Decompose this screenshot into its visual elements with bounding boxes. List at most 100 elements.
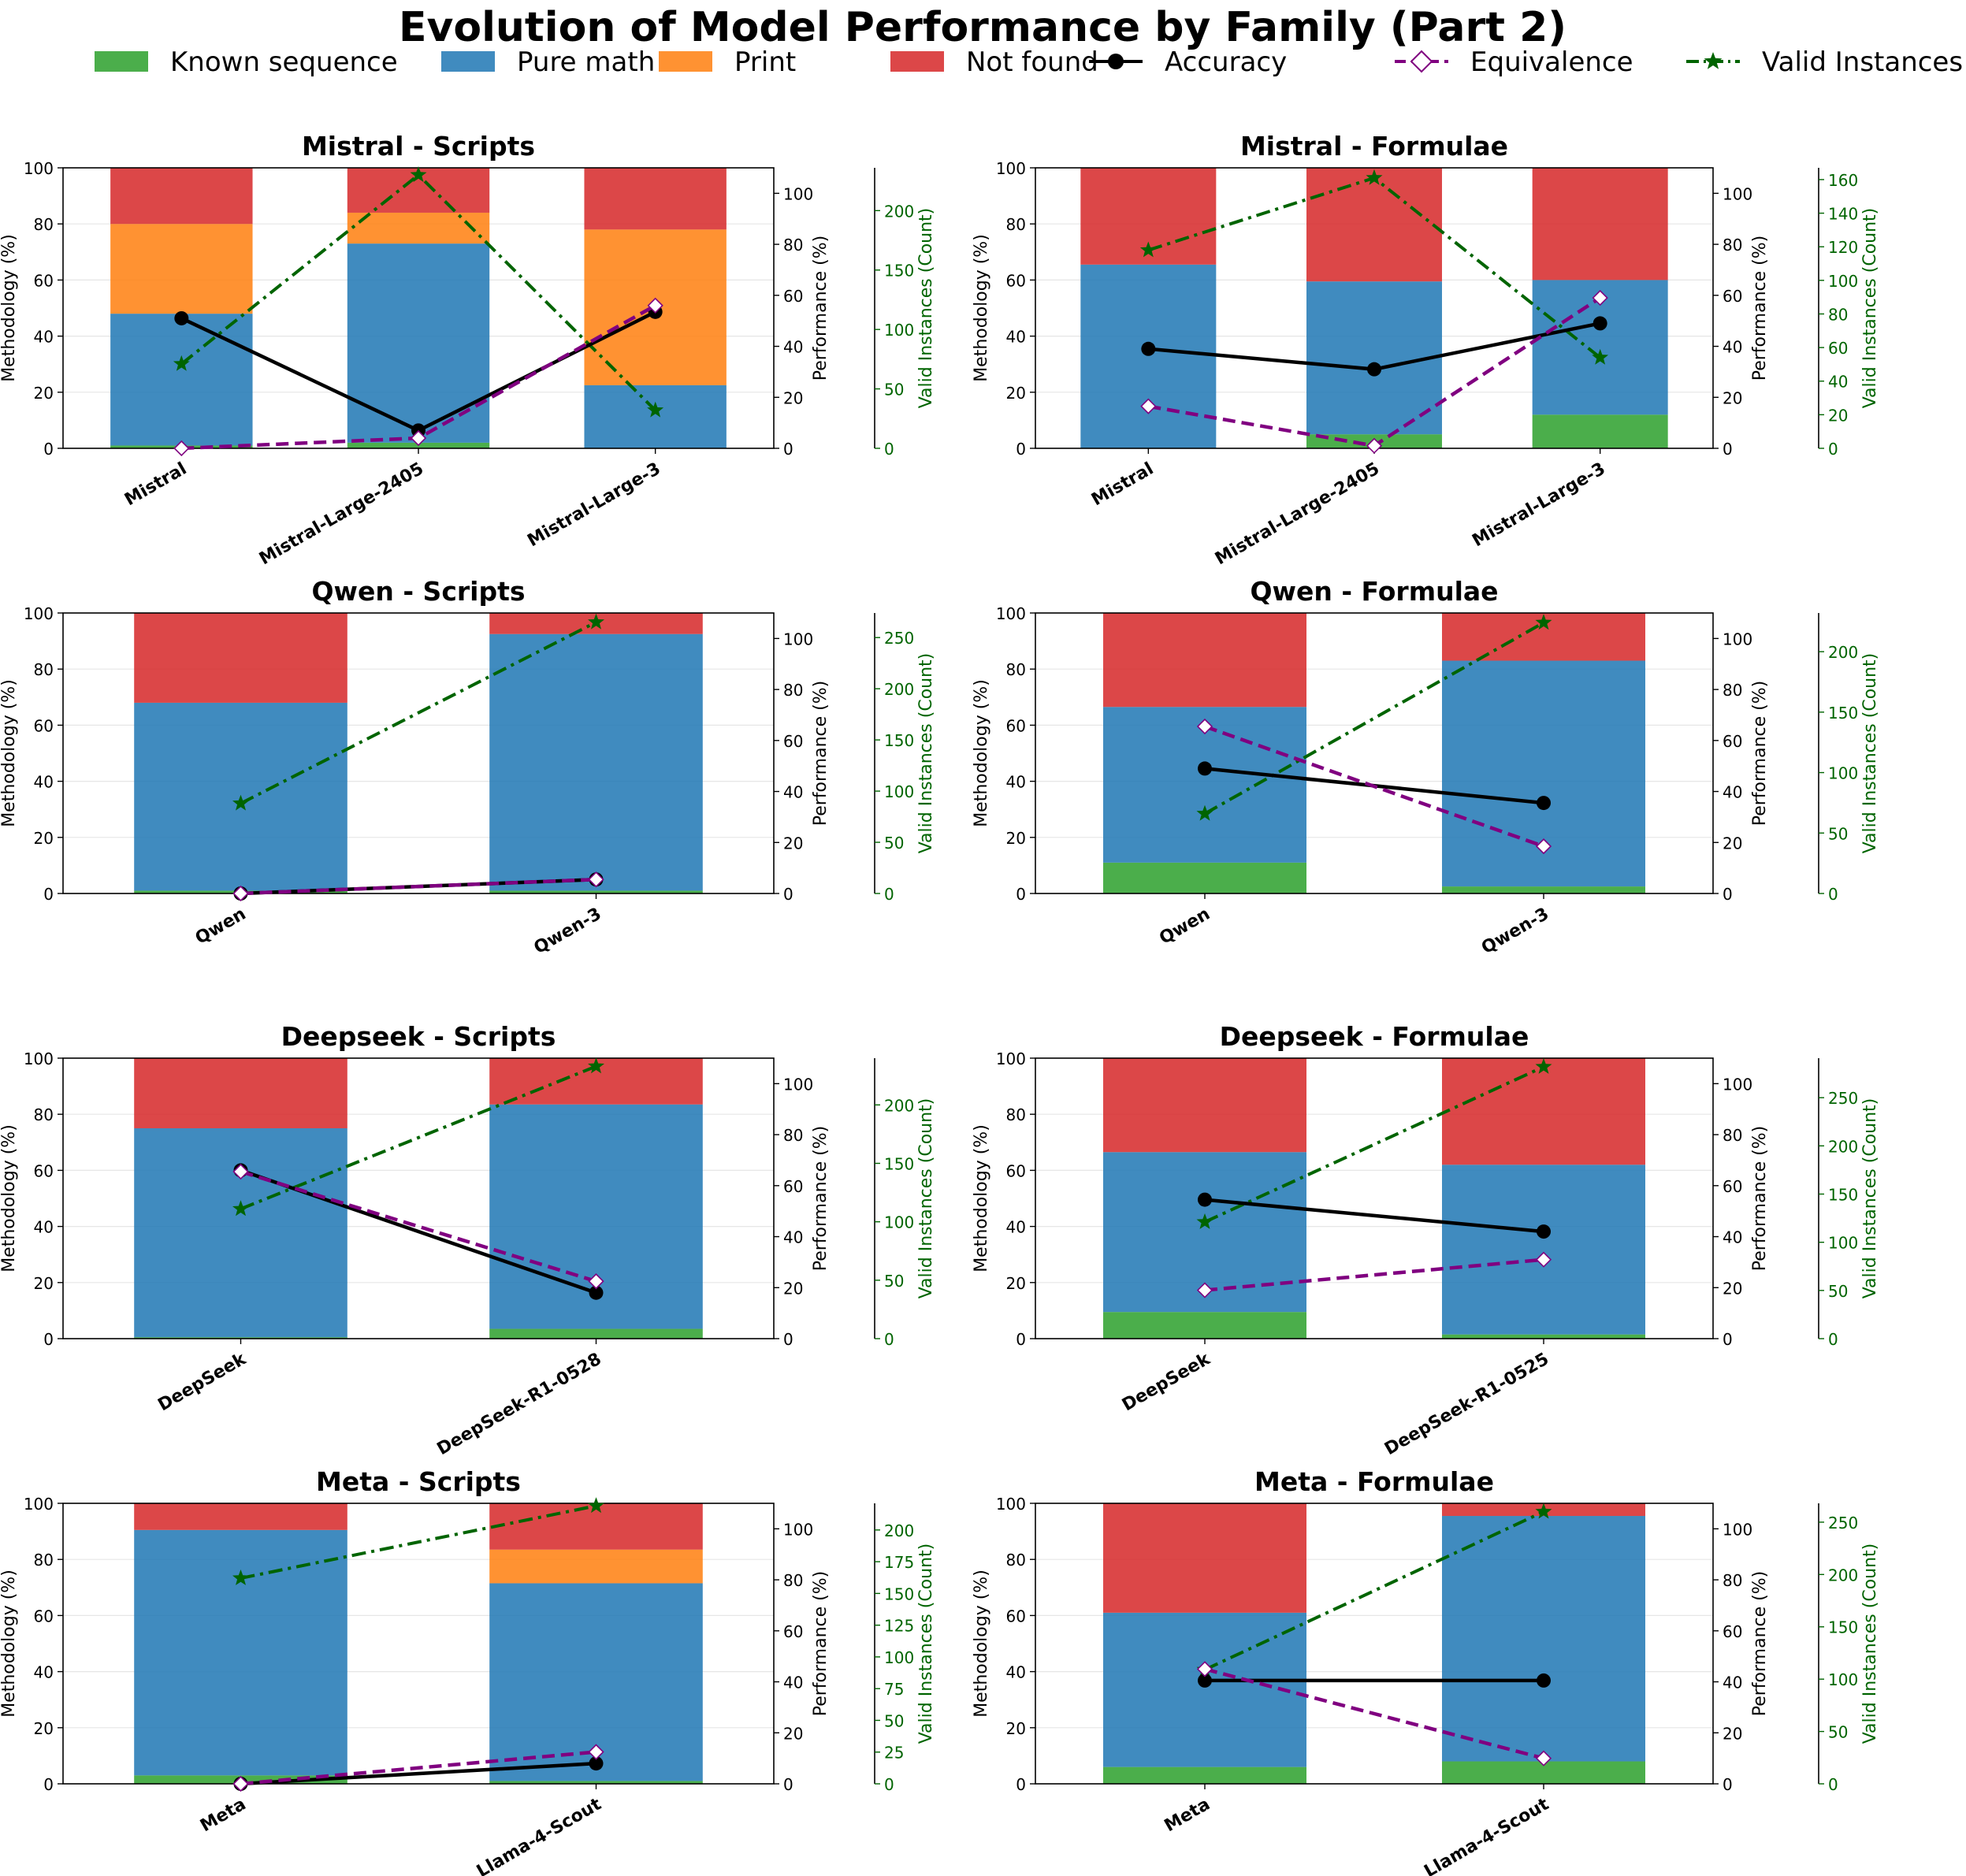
valid-tick-label: 140	[1828, 205, 1858, 224]
bar-known	[1103, 1312, 1306, 1339]
valid-tick-label: 50	[884, 1711, 904, 1730]
plot-frame	[62, 612, 775, 894]
valid-tick-label: 0	[884, 1330, 894, 1349]
valid-tick-label: 160	[1828, 171, 1858, 190]
valid-line	[1204, 1510, 1544, 1672]
left-tick-label: 40	[34, 328, 54, 347]
legend-label-known: Known sequence	[170, 46, 398, 78]
panel-title: Mistral - Scripts	[302, 131, 535, 162]
left-tick-label: 0	[43, 885, 54, 904]
left-tick-label: 80	[1006, 1105, 1026, 1124]
left-tick-label: 80	[34, 660, 54, 679]
bar-print	[347, 212, 490, 244]
valid-axis-label: Valid Instances (Count)	[1860, 208, 1880, 409]
left-axis-label: Methodology (%)	[0, 1570, 19, 1718]
valid-tick-label: 200	[1828, 643, 1858, 662]
left-axis-label: Methodology (%)	[972, 1570, 991, 1718]
left-tick-label: 80	[34, 1551, 54, 1570]
bar-known	[489, 890, 703, 893]
right-tick-label: 100	[783, 630, 813, 648]
bar-notfound	[110, 168, 253, 225]
valid-tick-label: 100	[1828, 1234, 1858, 1253]
bar-pure	[1442, 1516, 1645, 1762]
equivalence-marker	[1196, 718, 1213, 735]
left-tick-label: 20	[1006, 829, 1026, 848]
left-tick-label: 100	[996, 1049, 1026, 1068]
left-tick-label: 20	[34, 1719, 54, 1738]
valid-axis-label: Valid Instances (Count)	[916, 653, 936, 854]
bar-pure	[1442, 1165, 1645, 1335]
bar-known	[1442, 1334, 1645, 1339]
equivalence-marker	[588, 871, 604, 888]
bar-notfound	[584, 168, 727, 230]
valid-tick-label: 100	[884, 1648, 914, 1667]
left-tick-label: 80	[1006, 1551, 1026, 1570]
accuracy-marker	[1537, 796, 1551, 811]
legend-swatch-notfound	[890, 51, 944, 72]
legend-item-equivalence: Equivalence	[1395, 46, 1633, 78]
valid-tick-label: 100	[1828, 1670, 1858, 1689]
valid-marker	[1535, 614, 1552, 630]
left-axis-label: Methodology (%)	[0, 1124, 19, 1272]
bar-notfound	[1103, 613, 1306, 708]
valid-tick-label: 120	[1828, 238, 1858, 257]
valid-marker	[1196, 804, 1213, 821]
valid-marker	[1366, 169, 1383, 185]
equivalence-marker	[1535, 838, 1552, 855]
panel-title: Mistral - Formulae	[1240, 131, 1508, 162]
valid-line	[1204, 1065, 1544, 1224]
right-tick-label: 40	[783, 783, 803, 802]
bar-pure	[584, 384, 727, 448]
left-axis-label: Methodology (%)	[0, 234, 19, 382]
left-tick-label: 20	[1006, 1719, 1026, 1738]
right-tick-label: 20	[1723, 834, 1742, 853]
right-axis-label: Performance (%)	[811, 681, 831, 826]
bar-pure	[1306, 281, 1442, 435]
legend: Known sequence Pure math Print Not found Acc…	[95, 46, 1963, 78]
valid-tick-label: 0	[1828, 440, 1838, 459]
left-tick-label: 100	[996, 159, 1026, 178]
right-tick-label: 100	[1723, 630, 1752, 648]
right-tick-label: 40	[783, 1228, 803, 1247]
valid-tick-label: 200	[884, 1521, 914, 1540]
valid-axis-label: Valid Instances (Count)	[916, 1544, 936, 1744]
valid-tick-label: 200	[1828, 1137, 1858, 1156]
accuracy-marker	[1592, 316, 1607, 331]
right-tick-label: 20	[783, 834, 803, 853]
valid-tick-label: 125	[884, 1617, 914, 1636]
valid-tick-label: 40	[1828, 373, 1848, 392]
valid-marker	[588, 1057, 604, 1074]
equivalence-marker	[588, 1273, 604, 1290]
left-tick-label: 0	[43, 1330, 54, 1349]
bar-notfound	[489, 1503, 703, 1550]
bar-pure	[110, 314, 253, 446]
panel-4: 0 20 40 60 80 100 0 20 40 60 80 100 0 50 100 150 200 Meth…	[972, 576, 1880, 958]
accuracy-line	[1204, 1198, 1544, 1234]
plot-frame	[1035, 1503, 1714, 1785]
valid-line	[1204, 621, 1544, 815]
bar-known	[1442, 886, 1645, 893]
bar-print	[110, 224, 253, 314]
valid-tick-label: 200	[884, 1096, 914, 1115]
right-tick-label: 20	[783, 388, 803, 407]
right-tick-label: 0	[783, 440, 793, 459]
equivalence-marker	[588, 1744, 604, 1760]
bar-notfound	[1306, 168, 1442, 282]
right-axis-label: Performance (%)	[1750, 1571, 1770, 1716]
bar-notfound	[1532, 168, 1668, 280]
right-tick-label: 100	[1723, 184, 1752, 203]
equivalence-marker	[410, 429, 427, 447]
right-tick-label: 80	[1723, 236, 1742, 254]
legend-label-print: Print	[734, 46, 796, 78]
left-tick-label: 40	[34, 1218, 54, 1237]
right-tick-label: 20	[1723, 1279, 1742, 1298]
valid-marker	[232, 794, 249, 811]
valid-axis-label: Valid Instances (Count)	[1860, 1098, 1880, 1299]
valid-marker	[1592, 348, 1609, 365]
panel-title: Qwen - Scripts	[311, 576, 525, 607]
left-tick-label: 80	[34, 215, 54, 234]
valid-tick-label: 150	[884, 1155, 914, 1174]
left-tick-label: 40	[34, 773, 54, 792]
right-tick-label: 0	[783, 1775, 793, 1794]
right-axis-label: Performance (%)	[811, 236, 831, 381]
